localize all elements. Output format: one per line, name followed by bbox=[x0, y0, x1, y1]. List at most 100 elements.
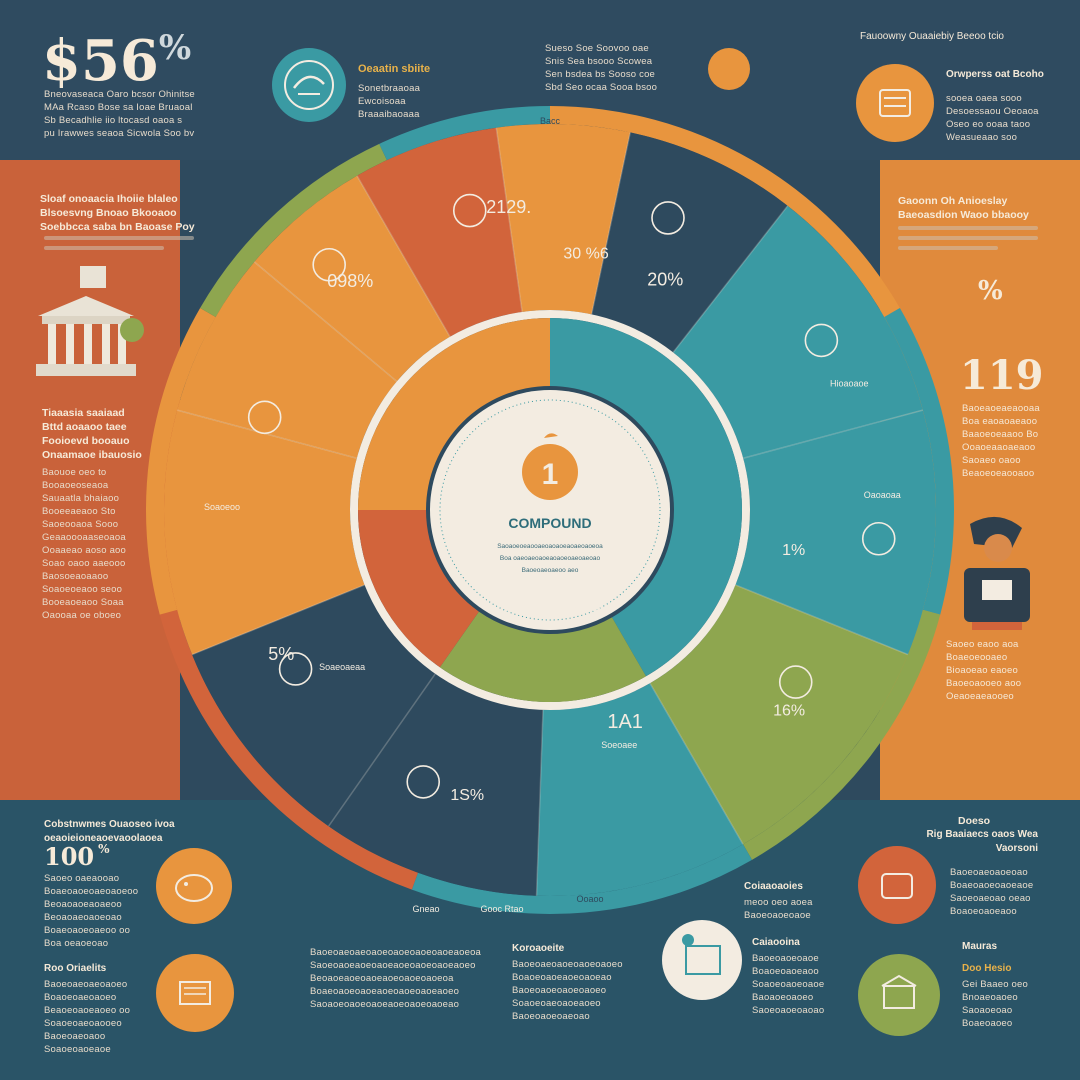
compound-wheel: 1 COMPOUND Saoaoeoeaooaeoaoaoeaoaeoaoeoa… bbox=[146, 106, 954, 915]
bottom-left-stat: 100% bbox=[44, 842, 110, 871]
bottom-right-title-2: Caiaooina bbox=[752, 937, 800, 948]
bottom-center-title: Koroaoeite bbox=[512, 943, 565, 954]
segment-value: 1% bbox=[782, 542, 805, 559]
outer-rim-segment bbox=[379, 106, 550, 161]
left-body-text: Baouoe oeo to Booaoeoseaoa Sauaatla bhaiao… bbox=[42, 467, 127, 621]
segment-divider bbox=[327, 673, 436, 827]
wheel-segment bbox=[536, 683, 743, 896]
segment-divider bbox=[191, 584, 365, 656]
wallet-icon-badge bbox=[858, 846, 936, 924]
document-icon-badge bbox=[156, 954, 234, 1032]
center-line-2: Boa oaeoaeoaoeaoaoeoaeoaeoao bbox=[500, 555, 601, 562]
bottom-right-title-3: Mauras bbox=[962, 941, 998, 952]
gear-person-icon bbox=[861, 521, 896, 556]
bottom-right-title-5: Coiaaoaoies bbox=[744, 881, 803, 892]
right-stat-number: 119 bbox=[960, 352, 1044, 399]
bottom-left-text-2: Baoeoaeoaeoaoeo Boaoeoaeoaoeo Beaoeoaoeaoe… bbox=[44, 979, 131, 1055]
wheel-tab-label: Bacc bbox=[540, 116, 561, 126]
leaf-icon bbox=[544, 433, 558, 438]
right-body-text: Baoeaoeaeaooaa Boa eaoaoaeaoo Baaoeoeaaoo … bbox=[962, 403, 1040, 479]
right-body-text-2: Saoeo eaoo aoa Boaeoeooaeo Bioaoeao eaoeo B… bbox=[946, 639, 1022, 702]
segment-label: Hioaoaoe bbox=[830, 378, 869, 388]
bottom-right-text-3: Gei Baaeo oeo Bnoaeoaoeo Saoaoeoao Boaeoaoe… bbox=[962, 979, 1028, 1029]
bottom-right-text-5: meoo oeo aoea Baoeoaoeoaoe bbox=[744, 897, 813, 921]
wheel-tab-label: Gneao bbox=[412, 904, 439, 914]
wheel-tab-label: Gooc Rtao bbox=[480, 904, 523, 914]
wheel-segment bbox=[164, 410, 365, 655]
segment-divider bbox=[590, 132, 631, 315]
bottom-right-subtitle: Rig Baaiaecs oaos Wea Vaorsoni bbox=[926, 829, 1038, 854]
handshake-icon-badge bbox=[272, 48, 346, 122]
left-section-title: Tiaaasia saaiaad Bttd aoaaoo taee Fooioevd… bbox=[42, 407, 142, 461]
wheel-segment bbox=[650, 584, 908, 845]
bottom-right-text: Baoeoaeoaoeoao Boaeoaoeoaoeaoe Saoeoaeoao … bbox=[950, 867, 1034, 917]
bank-building-icon bbox=[36, 266, 144, 376]
wheel-segment bbox=[177, 261, 397, 459]
coin-icon bbox=[312, 247, 346, 282]
segment-divider bbox=[672, 205, 789, 353]
person-laptop-icon bbox=[278, 652, 313, 686]
wheel-segment bbox=[673, 205, 923, 459]
person-laptop-icon bbox=[964, 516, 1030, 630]
segment-divider bbox=[495, 127, 523, 313]
document-icon bbox=[179, 981, 211, 1005]
segment-value: 30 %6 bbox=[563, 245, 608, 262]
outer-rim-segment bbox=[411, 844, 752, 915]
calculator-icon bbox=[879, 89, 911, 117]
segment-value: 20% bbox=[647, 270, 683, 290]
segment-label: Soaoeoo bbox=[204, 502, 240, 512]
right-title: Gaoonn Oh Anioeslay Baeoasdion Waoo bbaoo… bbox=[898, 195, 1029, 221]
center-number: 1 bbox=[542, 458, 559, 491]
handshake-icon bbox=[284, 60, 334, 110]
center-dotted-ring bbox=[439, 399, 661, 621]
wheel-segment bbox=[496, 123, 631, 315]
inner-ring-border bbox=[350, 310, 750, 710]
smile-icon bbox=[247, 400, 282, 435]
cash-register-icon bbox=[651, 201, 685, 235]
piggy-bank-icon-badge bbox=[156, 848, 232, 924]
segment-divider bbox=[649, 682, 744, 845]
segment-label: Soeoaee bbox=[601, 740, 637, 750]
calculator-icon-badge bbox=[856, 64, 934, 142]
center-disc bbox=[430, 390, 670, 630]
inner-ring-segment bbox=[612, 510, 742, 677]
right-percent: % bbox=[978, 276, 1003, 306]
bottom-left-section-title: Roo Oriaelits bbox=[44, 963, 107, 974]
segment-value: 16% bbox=[773, 703, 805, 720]
store-icon-badge bbox=[858, 954, 940, 1036]
inner-ring-segment bbox=[358, 318, 550, 510]
outer-rim-segment bbox=[159, 609, 418, 890]
right-intro-lines bbox=[898, 226, 1038, 256]
center-title: COMPOUND bbox=[508, 515, 591, 531]
wheel-segment bbox=[591, 132, 788, 353]
segment-value: 1A1 bbox=[607, 711, 643, 733]
top-center-text: Sonetbraaoaa Ewcoisoaa Braaaibaoaaa bbox=[358, 83, 421, 120]
top-right-subtitle: Orwperss oat Bcoho bbox=[946, 69, 1044, 80]
segment-divider bbox=[535, 709, 544, 896]
segment-value: 5% bbox=[268, 644, 294, 664]
price-headline: $56% bbox=[42, 28, 192, 94]
wheel-segment bbox=[735, 410, 936, 655]
segment-label: Soaeoaeaa bbox=[319, 662, 365, 672]
top-mid-text: Sueso Soe Soovoo oae Snis Sea bsooo Scowe… bbox=[545, 43, 658, 93]
left-title: Sloaf onoaacia Ihoiie blaleo Blsoesvng Bn… bbox=[40, 193, 195, 233]
globe-icon bbox=[452, 193, 487, 228]
bottom-center-right-text: Baoeoaeoaoeoaoeoaoeo Boaoeoaoeaoeoaoeao Ba… bbox=[512, 959, 623, 1022]
segment-divider bbox=[176, 409, 358, 459]
segment-divider bbox=[735, 584, 909, 656]
bottom-right-text-2: Baoeoaoeoaoe Boaoeoaoeaoo Soaoeoaoeoaoe Bao… bbox=[752, 953, 825, 1016]
center-line-3: Baoeoaeoaeoo aeo bbox=[522, 567, 579, 574]
top-center-title: Oeaatin sbiite bbox=[358, 63, 431, 75]
segment-divider bbox=[356, 175, 451, 338]
center-number-badge bbox=[522, 444, 578, 500]
tablet-icon-badge bbox=[662, 920, 742, 1000]
wallet-icon bbox=[881, 873, 913, 899]
segment-value: 1S% bbox=[450, 787, 484, 804]
inner-ring-segment bbox=[550, 318, 742, 510]
segment-divider bbox=[253, 261, 398, 383]
inner-ring-segment bbox=[439, 611, 646, 702]
wheel-segment bbox=[328, 673, 544, 896]
wheel-segment bbox=[192, 584, 436, 827]
left-intro-lines bbox=[44, 236, 194, 256]
outer-rim-segment bbox=[146, 308, 216, 615]
